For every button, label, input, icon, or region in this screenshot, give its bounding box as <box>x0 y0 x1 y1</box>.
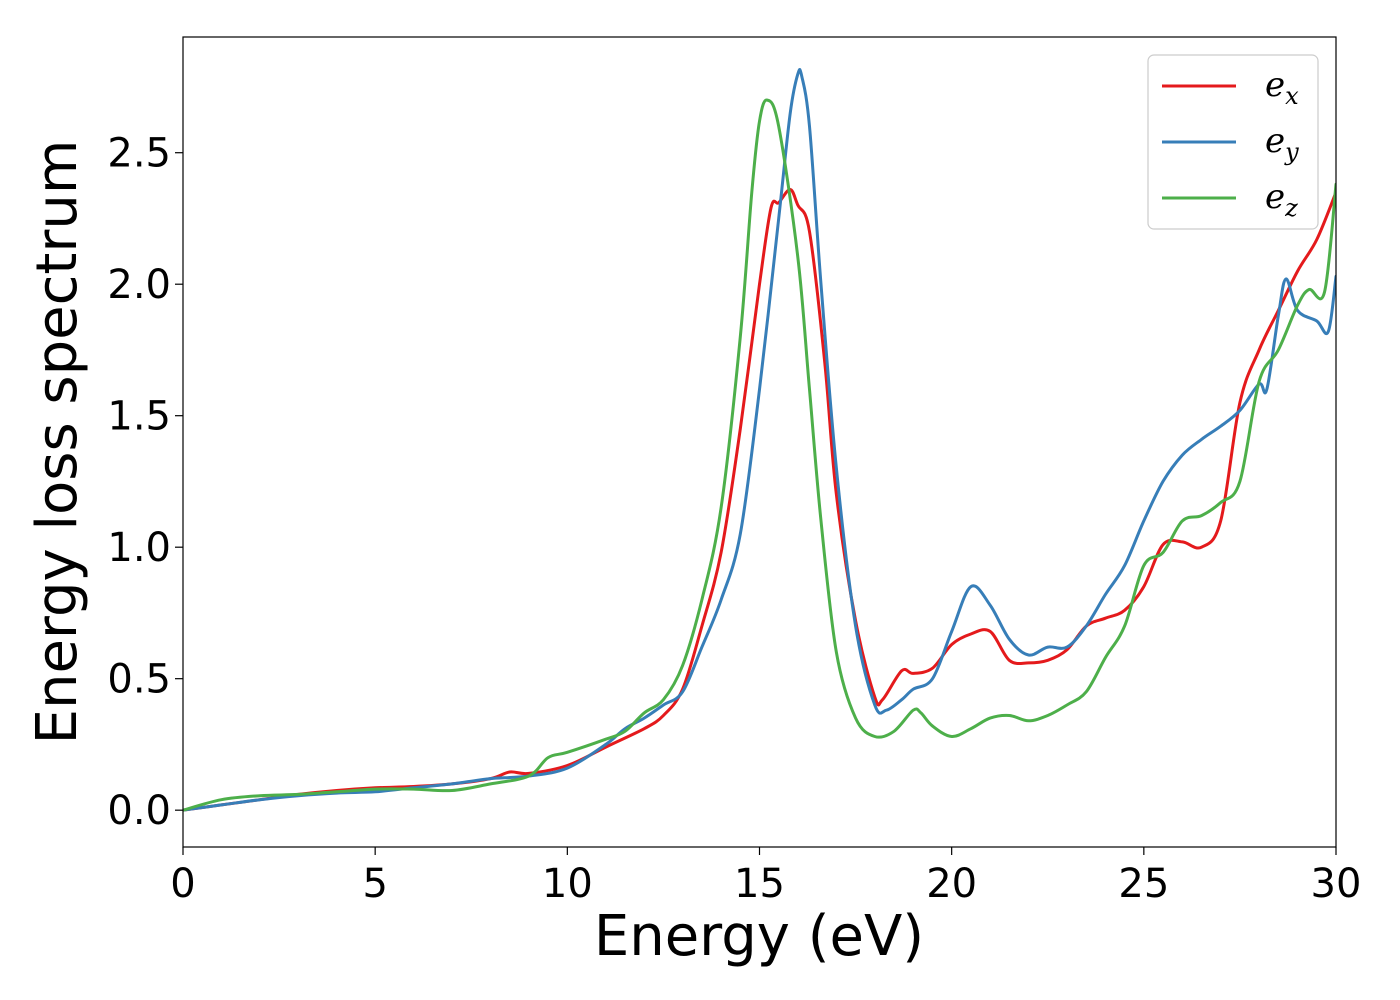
series-line-x <box>183 188 1336 812</box>
series-line-z <box>183 98 1336 812</box>
y-tick-label: 0.5 <box>107 657 171 703</box>
x-tick-label: 0 <box>170 861 195 907</box>
x-tick-label: 15 <box>734 861 785 907</box>
y-tick-label: 1.0 <box>107 525 171 571</box>
x-tick-label: 5 <box>362 861 387 907</box>
y-tick-label: 2.0 <box>107 262 171 308</box>
x-tick-label: 30 <box>1311 861 1362 907</box>
x-axis: 0 5 10 15 20 25 30 <box>170 847 1361 907</box>
y-tick-label: 1.5 <box>107 394 171 440</box>
y-tick-label: 0.0 <box>107 788 171 834</box>
y-axis-title: Energy loss spectrum <box>25 140 90 745</box>
x-axis-title: Energy (eV) <box>594 904 924 969</box>
y-axis: 0.0 0.5 1.0 1.5 2.0 2.5 <box>107 131 183 834</box>
x-tick-label: 20 <box>926 861 977 907</box>
y-tick-label: 2.5 <box>107 131 171 177</box>
x-tick-label: 25 <box>1118 861 1169 907</box>
x-tick-label: 10 <box>542 861 593 907</box>
